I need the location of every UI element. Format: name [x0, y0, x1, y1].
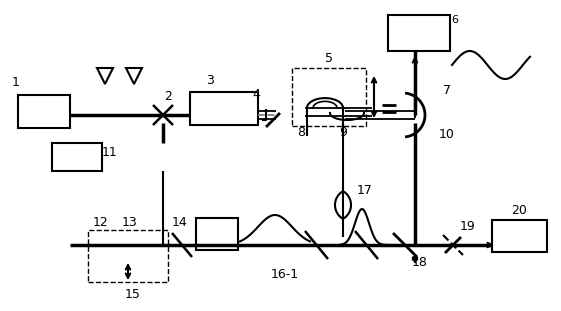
Text: 3: 3	[206, 73, 214, 86]
Text: 12: 12	[93, 216, 109, 230]
Text: 9: 9	[339, 127, 347, 140]
Text: 19: 19	[460, 220, 476, 234]
Text: 11: 11	[102, 146, 118, 159]
Bar	[18, 95, 70, 128]
Bar	[52, 143, 102, 171]
Bar	[190, 92, 258, 125]
Bar	[492, 220, 547, 252]
Text: 13: 13	[122, 216, 138, 230]
Text: 14: 14	[172, 216, 188, 230]
Text: 2: 2	[164, 91, 172, 104]
Text: 8: 8	[297, 127, 305, 140]
Text: 6: 6	[452, 15, 458, 25]
Text: 5: 5	[325, 52, 333, 64]
Bar	[388, 15, 450, 51]
Text: 20: 20	[511, 203, 527, 216]
Text: 10: 10	[439, 128, 455, 142]
Text: 4: 4	[252, 89, 260, 101]
Text: 18: 18	[412, 257, 428, 270]
Bar	[88, 230, 168, 282]
Text: 1: 1	[12, 77, 20, 90]
Text: 16-1: 16-1	[271, 268, 299, 281]
Text: 7: 7	[443, 83, 451, 96]
Text: 15: 15	[125, 287, 141, 300]
Bar	[292, 68, 366, 126]
Text: 17: 17	[357, 183, 373, 197]
Bar	[196, 218, 238, 250]
